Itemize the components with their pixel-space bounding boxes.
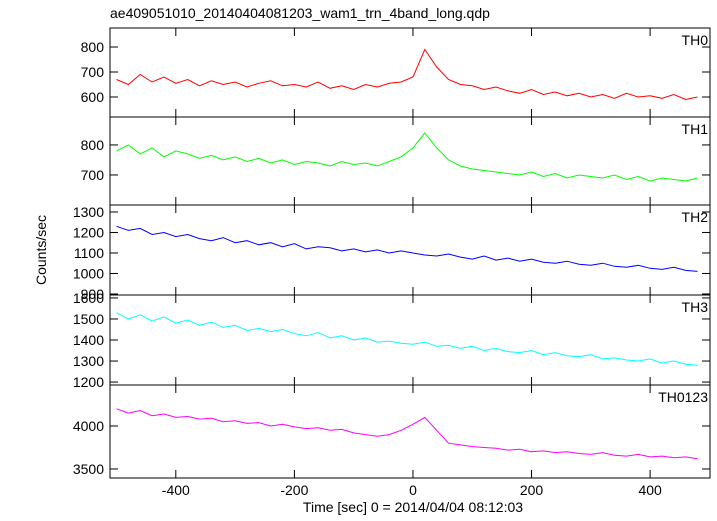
y-tick-label: 1400 [73, 332, 104, 348]
y-tick-label: 3500 [73, 461, 104, 477]
y-tick-label: 1000 [73, 265, 104, 281]
y-tick-label: 4000 [73, 418, 104, 434]
panel-frame [109, 204, 711, 296]
x-tick-label: 400 [638, 482, 662, 498]
y-tick-label: 1300 [73, 204, 104, 220]
panel-frame [109, 27, 711, 118]
y-tick-label: 1500 [73, 311, 104, 327]
x-tick-label: 200 [520, 482, 544, 498]
y-tick-label: 800 [81, 39, 105, 55]
light-curve [116, 312, 698, 366]
y-tick-label: 700 [81, 64, 105, 80]
panel-frame [109, 294, 711, 386]
y-tick-label: 1200 [73, 224, 104, 240]
y-tick-label: 600 [81, 89, 105, 105]
y-tick-label: 900 [81, 286, 105, 302]
y-tick-label: 1300 [73, 353, 104, 369]
panel-label: TH1 [682, 121, 709, 137]
light-curve [116, 132, 698, 182]
panel-label: TH0123 [658, 389, 708, 405]
panel-label: TH0 [682, 32, 709, 48]
panel-frame [109, 116, 711, 206]
light-curve [116, 48, 698, 101]
panel-frame [109, 384, 711, 479]
x-tick-label: -400 [162, 482, 190, 498]
y-tick-label: 1100 [74, 245, 104, 261]
y-tick-label: 800 [81, 137, 105, 153]
y-tick-label: 1600 [73, 290, 104, 306]
light-curve [116, 225, 698, 272]
y-tick-label: 700 [81, 167, 105, 183]
y-tick-label: 1200 [73, 374, 104, 390]
panel-label: TH3 [682, 299, 709, 315]
y-axis-label: Counts/sec [33, 215, 49, 285]
x-axis-label: Time [sec] 0 = 2014/04/04 08:12:03 [303, 499, 523, 515]
chart-title: ae409051010_20140404081203_wam1_trn_4ban… [110, 5, 490, 21]
x-tick-label: 0 [409, 482, 417, 498]
panel-label: TH2 [682, 209, 709, 225]
light-curve [116, 408, 698, 460]
x-tick-label: -200 [280, 482, 308, 498]
